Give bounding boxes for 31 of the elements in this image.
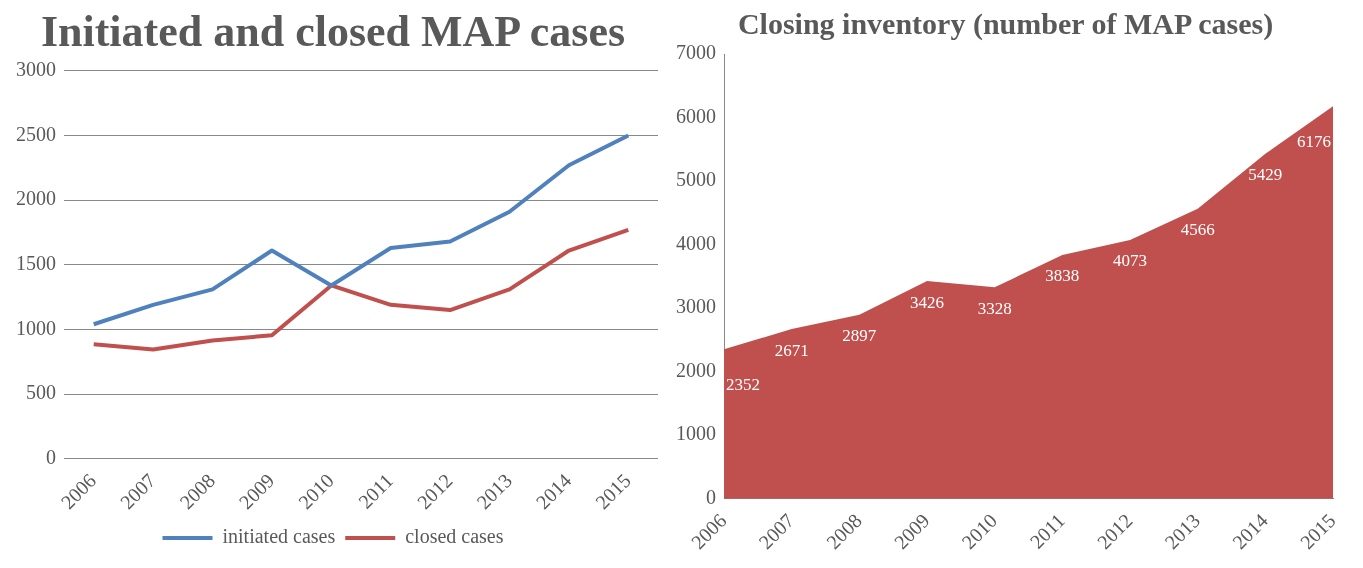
y-tick-label: 1000 (676, 422, 716, 445)
y-tick-label: 7000 (676, 41, 716, 64)
data-label: 2352 (726, 374, 760, 394)
x-tick-label: 2011 (1025, 509, 1069, 553)
y-tick-label: 3000 (676, 295, 716, 318)
legend-label: closed cases (405, 525, 504, 548)
y-tick-label: 5000 (676, 168, 716, 191)
data-label: 3328 (977, 298, 1012, 318)
y-tick-label: 1000 (16, 316, 56, 339)
y-tick-label: 2000 (676, 358, 716, 381)
data-label: 2897 (842, 326, 877, 346)
y-tick-label: 1500 (16, 252, 56, 275)
y-tick-label: 2000 (16, 187, 56, 210)
data-label: 4566 (1180, 220, 1215, 240)
y-tick-label: 0 (46, 446, 56, 468)
legend-label: initiated cases (222, 525, 336, 548)
y-tick-label: 0 (706, 486, 716, 508)
y-tick-label: 500 (26, 381, 56, 404)
chart-title: Closing inventory (number of MAP cases) (737, 6, 1274, 41)
y-tick-label: 6000 (676, 104, 716, 127)
x-tick-label: 2011 (353, 469, 398, 513)
y-tick-label: 3000 (16, 58, 56, 81)
y-tick-label: 4000 (676, 231, 716, 254)
data-label: 5429 (1248, 165, 1283, 185)
chart-title: Initiated and closed MAP cases (40, 6, 626, 56)
data-label: 2671 (774, 340, 809, 360)
y-tick-label: 2500 (16, 122, 56, 145)
data-label: 3838 (1045, 266, 1080, 286)
data-label: 4073 (1113, 251, 1148, 271)
data-label: 3426 (910, 292, 945, 312)
data-label: 6176 (1297, 131, 1332, 151)
